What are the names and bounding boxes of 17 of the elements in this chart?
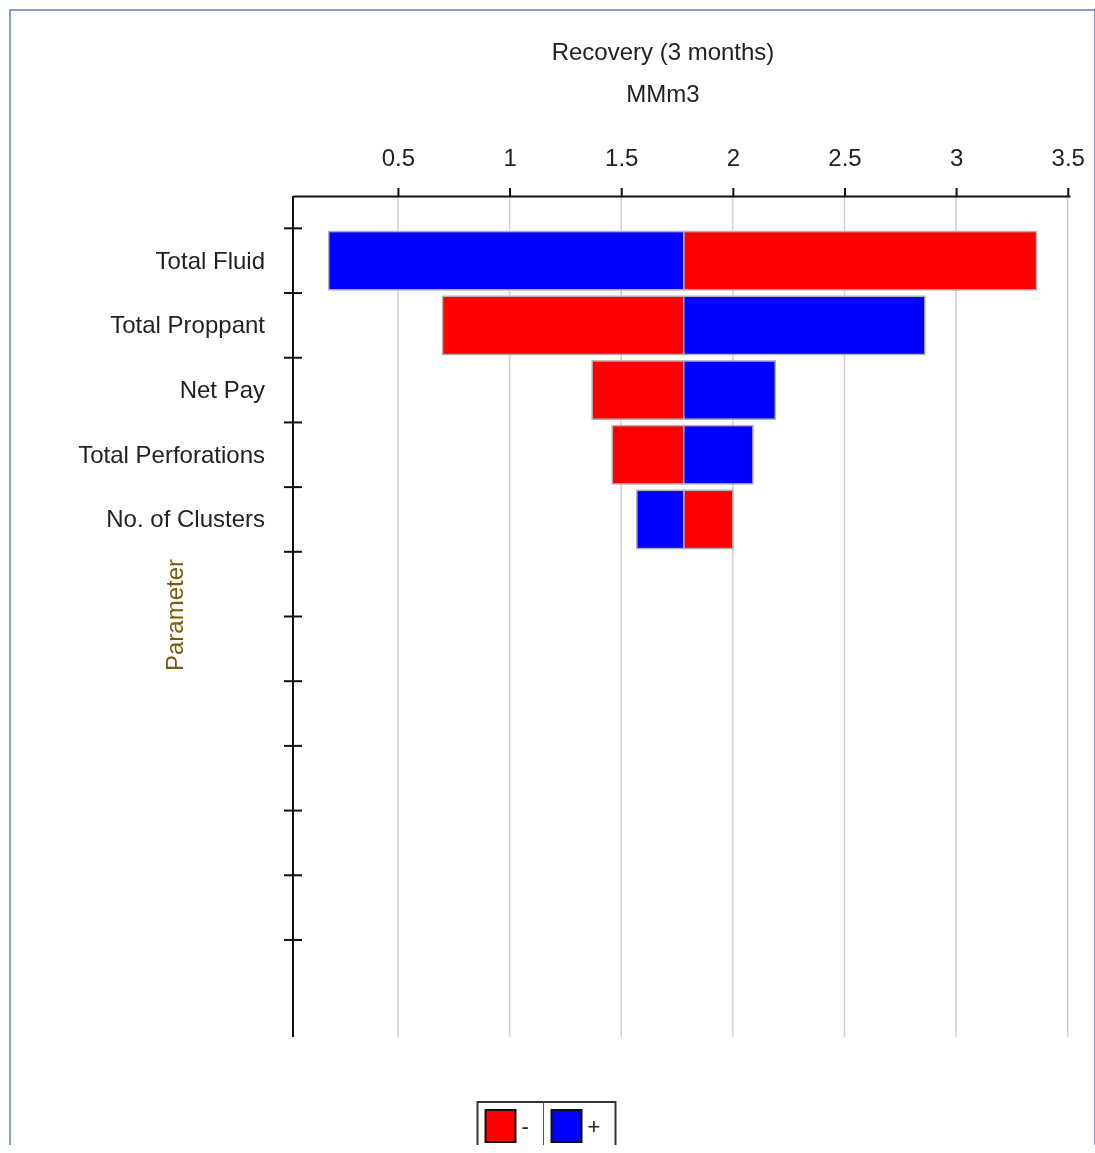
x-axis-title: MMm3 <box>626 80 700 107</box>
x-tick-label: 2 <box>726 144 741 171</box>
x-tick-label: 0.5 <box>381 144 416 171</box>
y-tick-label: Total Perforations <box>78 440 265 468</box>
chart-title: Recovery (3 months) <box>551 38 775 65</box>
y-tick-label: No. of Clusters <box>106 505 265 533</box>
x-tick-label: 2.5 <box>828 144 862 171</box>
legend-label: - <box>521 1114 529 1139</box>
x-tick-label: 3.5 <box>1051 144 1085 171</box>
legend-label: + <box>587 1114 601 1139</box>
y-tick-label: Total Proppant <box>110 311 266 339</box>
y-tick-label: Total Fluid <box>155 246 265 274</box>
x-tick-label: 3 <box>949 144 964 171</box>
y-tick-label: Net Pay <box>179 376 265 404</box>
x-tick-label: 1 <box>503 144 517 171</box>
x-tick-label: 1.5 <box>605 144 639 171</box>
y-axis-title: Parameter <box>161 558 188 672</box>
